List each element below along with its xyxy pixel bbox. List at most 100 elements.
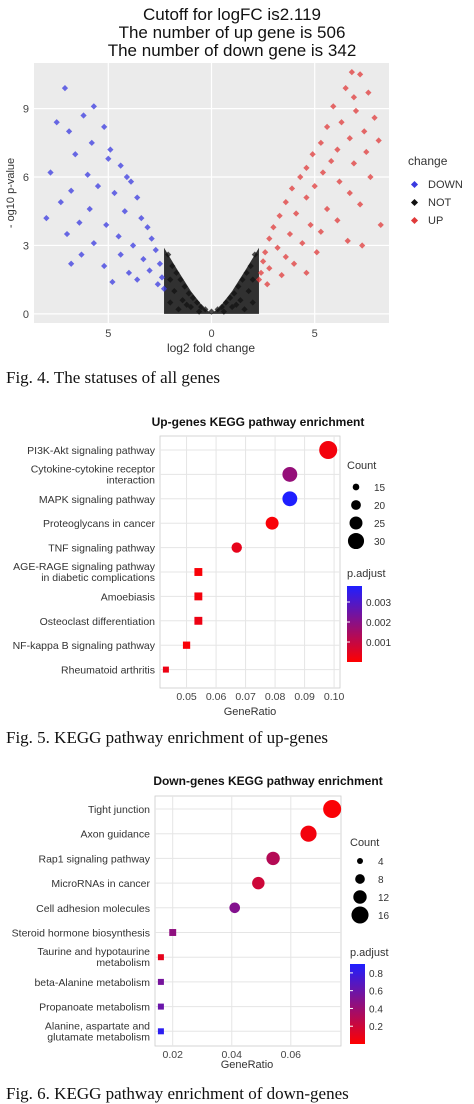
volcano-point-down <box>63 230 71 238</box>
up-x-tick-label: 0.09 <box>294 691 315 703</box>
up-dot <box>282 466 298 482</box>
volcano-point-up <box>367 173 374 181</box>
volcano-point-down <box>115 233 122 240</box>
up-kegg-padjust-legend-title: p.adjust <box>347 568 386 580</box>
down-x-tick-label: 0.02 <box>162 1049 183 1061</box>
up-pathway-label: TNF signaling pathway <box>48 543 156 555</box>
volcano-point-up <box>278 271 285 279</box>
down-size-legend-label: 4 <box>378 857 384 868</box>
volcano-point-up <box>274 244 281 251</box>
volcano-point-not <box>181 283 188 290</box>
volcano-y-axis-label: - og10 p-value <box>5 158 17 228</box>
down-pathway-label: Tight junction <box>88 804 150 816</box>
volcano-point-up <box>293 210 300 217</box>
up-size-legend-label: 15 <box>374 483 386 494</box>
volcano-point-down <box>156 260 164 267</box>
volcano-x-tick-label: 0 <box>208 328 214 340</box>
down-dot <box>252 876 265 890</box>
up-pathway-label: AGE-RAGE signaling pathway in diabetic co… <box>13 561 156 584</box>
down-size-legend-label: 16 <box>378 911 390 922</box>
volcano-point-up <box>257 269 265 276</box>
up-dot <box>182 641 191 649</box>
volcano-point-down <box>72 151 79 158</box>
down-colorbar-label: 0.6 <box>369 987 383 998</box>
volcano-point-not <box>220 308 227 315</box>
down-size-legend-key <box>355 874 365 884</box>
up-size-legend-label: 25 <box>374 519 386 530</box>
volcano-point-down <box>101 123 108 130</box>
volcano-y-tick-label: 6 <box>23 172 29 184</box>
volcano-x-tick-label: 5 <box>312 328 318 340</box>
up-x-tick-label: 0.07 <box>235 691 256 703</box>
down-kegg-title: Down-genes KEGG pathway enrichment <box>153 774 382 788</box>
volcano-point-up <box>334 146 341 153</box>
volcano-point-down <box>88 139 95 146</box>
figure-6-caption: Fig. 6. KEGG pathway enrichment of down-… <box>6 1084 349 1103</box>
up-size-legend-key <box>347 532 365 550</box>
volcano-legend-key <box>410 180 419 189</box>
volcano-point-up <box>359 242 366 249</box>
down-pathway-label: Taurine and hypotaurine metabolism <box>37 946 150 969</box>
up-colorbar-label: 0.003 <box>366 598 391 609</box>
up-dot <box>162 666 169 673</box>
down-colorbar-label: 0.2 <box>369 1022 383 1033</box>
volcano-point-down <box>138 214 145 222</box>
volcano-point-down <box>86 205 93 213</box>
volcano-point-down <box>47 169 54 176</box>
down-kegg-count-legend-title: Count <box>350 837 379 849</box>
down-pathway-label: Alanine, aspartate and glutamate metaboli… <box>45 1020 150 1043</box>
up-x-tick-label: 0.05 <box>176 691 197 703</box>
down-dot <box>169 929 177 936</box>
down-colorbar-label: 0.4 <box>369 1004 383 1015</box>
down-padjust-colorbar <box>350 964 365 1044</box>
up-dot <box>194 568 203 576</box>
volcano-point-down <box>117 162 124 169</box>
volcano-point-not <box>229 303 236 311</box>
volcano-point-up <box>276 212 283 219</box>
volcano-point-down <box>117 251 124 258</box>
volcano-title-line-3: The number of down gene is 342 <box>108 41 357 60</box>
up-pathway-label: NF-kappa B signaling pathway <box>13 640 156 652</box>
up-colorbar-label: 0.001 <box>366 638 391 649</box>
volcano-point-down <box>103 221 110 229</box>
down-colorbar-label: 0.8 <box>369 969 383 980</box>
up-dot <box>194 616 203 625</box>
volcano-point-up <box>299 240 306 247</box>
volcano-x-axis-label: log2 fold change <box>167 341 255 355</box>
volcano-point-up <box>259 258 267 265</box>
volcano-point-down <box>90 240 97 247</box>
volcano-legend-label: NOT <box>428 197 452 209</box>
volcano-point-down <box>94 183 102 190</box>
down-size-legend-key <box>353 890 367 904</box>
up-pathway-label: Amoebiasis <box>101 591 155 603</box>
volcano-point-down <box>76 219 83 226</box>
volcano-legend-label: UP <box>428 215 443 227</box>
volcano-point-up <box>297 173 304 181</box>
down-size-legend-label: 8 <box>378 875 384 886</box>
volcano-point-down <box>84 171 91 178</box>
up-dot <box>282 491 298 507</box>
up-pathway-label: Cytokine-cytokine receptor interaction <box>31 463 156 486</box>
volcano-title-line-2: The number of up gene is 506 <box>119 23 346 42</box>
volcano-title-line-1: Cutoff for logFC is2.119 <box>143 5 321 24</box>
up-dot <box>194 592 203 601</box>
volcano-point-not <box>173 269 180 276</box>
down-size-legend-label: 12 <box>378 893 390 904</box>
volcano-point-down <box>134 194 141 201</box>
volcano-point-up <box>336 178 343 185</box>
volcano-x-tick-label: 5 <box>105 328 111 340</box>
down-kegg-padjust-legend-title: p.adjust <box>350 947 389 959</box>
down-dot <box>300 825 317 842</box>
up-genes-kegg-chart: Up-genes KEGG pathway enrichment PI3K-Ak… <box>13 415 392 717</box>
down-dot <box>229 902 241 914</box>
volcano-point-down <box>80 112 87 119</box>
down-dot <box>157 978 164 985</box>
down-pathway-label: beta-Alanine metabolism <box>34 977 150 989</box>
down-genes-kegg-chart: Down-genes KEGG pathway enrichment Tight… <box>12 774 390 1071</box>
up-size-legend-key <box>351 500 361 510</box>
up-dot <box>319 441 338 459</box>
figure-4-caption: Fig. 4. The statuses of all genes <box>6 368 221 387</box>
volcano-point-down <box>152 246 159 254</box>
volcano-point-down <box>57 199 64 206</box>
figure-5-caption: Fig. 5. KEGG pathway enrichment of up-ge… <box>6 728 328 747</box>
